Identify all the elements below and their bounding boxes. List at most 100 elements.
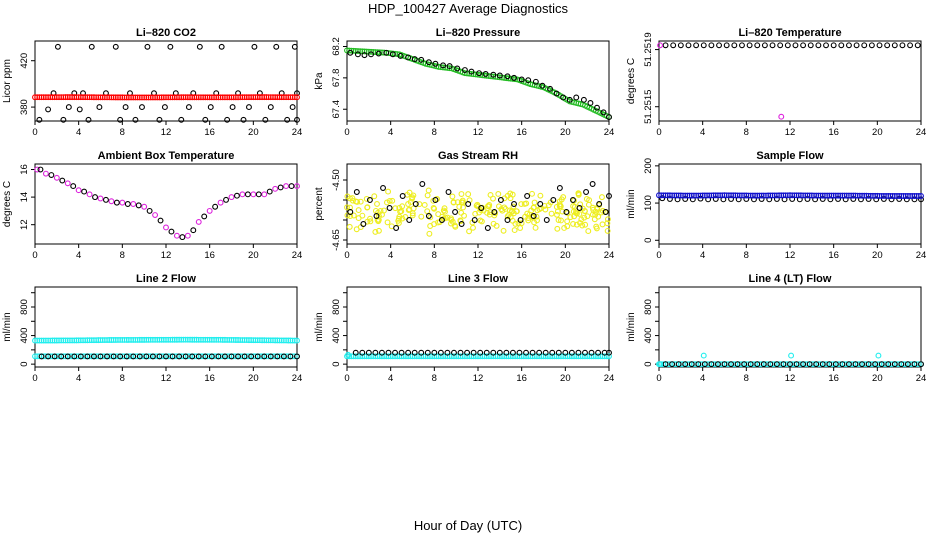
data-point (542, 206, 549, 213)
data-point (773, 361, 780, 368)
x-tick-label: 20 (560, 250, 571, 261)
data-point (274, 353, 281, 360)
data-point (487, 209, 494, 216)
data-point (410, 192, 417, 199)
data-point (784, 42, 791, 49)
data-point (272, 185, 279, 192)
x-tick-label: 4 (76, 127, 81, 138)
data-point (77, 353, 84, 360)
data-point (88, 43, 95, 50)
panel-8: Line 3 Flow ml/min 0 4 8 12 16 20 24 0 400 800 (314, 273, 614, 384)
data-point (411, 349, 418, 356)
data-point (573, 94, 580, 101)
x-tick-label: 16 (828, 373, 839, 384)
x-tick-label: 8 (432, 250, 437, 261)
data-point (385, 349, 392, 356)
data-point (478, 205, 485, 211)
data-point (891, 361, 898, 368)
data-point (852, 361, 859, 368)
data-point (787, 361, 793, 368)
data-point (363, 195, 370, 202)
data-point (372, 349, 379, 356)
data-point (461, 212, 467, 219)
data-point (427, 214, 434, 221)
y-axis-label: ml/min (626, 312, 637, 341)
data-point (659, 195, 666, 202)
data-point (662, 42, 669, 49)
x-tick-label: 8 (120, 250, 125, 261)
data-point (124, 201, 131, 207)
data-point (450, 199, 457, 206)
data-point (435, 211, 442, 218)
data-point (374, 200, 380, 207)
x-tick-label: 0 (344, 373, 349, 384)
data-point (460, 204, 466, 211)
data-point (578, 216, 585, 223)
data-point (496, 72, 503, 79)
data-point (516, 349, 523, 356)
data-point (402, 214, 409, 220)
x-tick-label: 12 (161, 127, 172, 138)
data-point (550, 197, 557, 203)
data-point (378, 349, 385, 356)
y-tick-label: 14 (19, 192, 30, 203)
data-point (228, 194, 235, 201)
x-axis-title: Hour of Day (UTC) (413, 518, 523, 533)
data-point (465, 201, 472, 207)
x-tick-label: 16 (204, 250, 215, 261)
data-point (163, 224, 169, 231)
data-point (418, 56, 425, 63)
data-point (903, 196, 910, 203)
data-point (662, 361, 669, 368)
panel-title: Sample Flow (756, 150, 824, 162)
data-point (898, 361, 905, 368)
data-point (34, 166, 41, 173)
data-point (907, 42, 914, 49)
data-point (437, 349, 444, 356)
panel-9: Line 4 (LT) Flow ml/min 0 4 8 12 16 20 24 0 400 800 (626, 273, 926, 384)
data-point (497, 197, 504, 203)
data-point (555, 349, 562, 356)
x-tick-label: 8 (744, 250, 749, 261)
data-point (36, 116, 43, 123)
data-point (581, 214, 588, 221)
data-point (604, 227, 611, 234)
x-tick-label: 24 (916, 127, 927, 138)
panel-title: Li–820 Pressure (436, 27, 520, 39)
data-point (218, 43, 225, 50)
x-tick-label: 16 (204, 373, 215, 384)
data-point (599, 221, 606, 228)
data-point (353, 189, 360, 195)
data-point (347, 213, 354, 220)
data-point (201, 213, 208, 220)
data-point (419, 181, 426, 187)
data-point (914, 42, 921, 49)
data-point (587, 100, 594, 106)
data-point (383, 49, 390, 56)
data-point (549, 349, 556, 356)
data-point (123, 353, 130, 360)
data-point (195, 353, 202, 360)
data-point (853, 42, 860, 49)
data-point (90, 353, 97, 360)
data-point (355, 207, 362, 214)
plot-frame (658, 40, 922, 122)
data-point (217, 199, 224, 206)
data-point (406, 217, 413, 223)
data-point (347, 195, 353, 202)
x-tick-label: 0 (656, 127, 661, 138)
data-point (478, 218, 485, 225)
data-point (518, 201, 525, 207)
y-tick-label: 400 (19, 328, 30, 344)
data-point (553, 90, 560, 97)
data-point (751, 196, 757, 203)
x-tick-label: 12 (161, 373, 172, 384)
x-tick-label: 4 (388, 250, 393, 261)
panel-6: Sample Flow ml/min 0 4 8 12 16 20 24 0 100 200 (626, 150, 926, 261)
data-point (350, 212, 357, 219)
data-point (493, 222, 500, 229)
data-point (385, 188, 392, 195)
x-tick-label: 12 (785, 127, 796, 138)
data-point (558, 217, 564, 224)
x-tick-label: 24 (292, 373, 303, 384)
